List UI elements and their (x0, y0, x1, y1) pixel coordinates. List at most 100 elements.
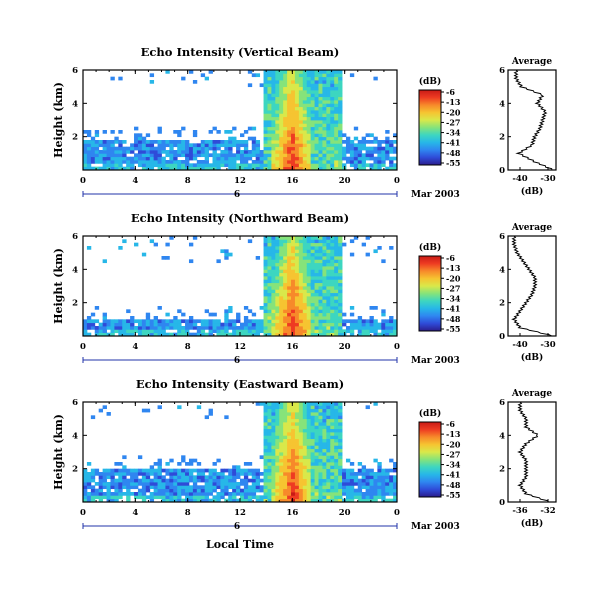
heatmap-cell (267, 485, 272, 490)
heatmap-cell (345, 143, 351, 148)
heatmap-cell (283, 126, 288, 131)
heatmap-cell (310, 106, 315, 111)
heatmap-cell (314, 332, 319, 337)
heatmap-cell (134, 326, 139, 330)
heatmap-cell (283, 485, 288, 490)
heatmap-cell (243, 326, 249, 330)
heatmap-cell (310, 498, 315, 503)
heatmap-cell (389, 163, 394, 168)
heatmap-cell (330, 106, 335, 111)
heatmap-cell (126, 150, 131, 154)
heatmap-cell (322, 468, 327, 473)
heatmap-cell (157, 475, 162, 480)
heatmap-cell (236, 475, 241, 480)
heatmap-cell (267, 262, 272, 267)
heatmap-cell (306, 485, 312, 490)
heatmap-cell (204, 482, 210, 486)
colorbar-tick-label: -20 (446, 439, 461, 449)
heatmap-cell (314, 452, 319, 456)
heatmap-cell (361, 485, 367, 490)
heatmap-cell (126, 498, 131, 503)
heatmap-cell (188, 153, 194, 158)
heatmap-cell (228, 475, 233, 480)
heatmap-cell (267, 422, 272, 426)
heatmap-cell (306, 146, 312, 151)
heatmap-cell (314, 113, 319, 118)
heatmap-cell (263, 279, 268, 284)
heatmap-cell (243, 163, 249, 168)
heatmap-cell (326, 239, 331, 244)
heatmap-cell (185, 319, 190, 324)
heatmap-cell (114, 160, 119, 164)
heatmap-cell (240, 140, 245, 144)
heatmap-cell (283, 492, 288, 496)
heatmap-cell (153, 140, 158, 144)
heatmap-cell (310, 96, 315, 101)
heatmap-cell (110, 498, 115, 503)
heatmap-cell (306, 432, 312, 436)
heatmap-cell (302, 418, 308, 423)
heatmap-cell (224, 143, 229, 148)
heatmap-cell (134, 482, 139, 486)
heatmap-cell (318, 332, 323, 337)
heatmap-cell (200, 492, 206, 496)
heatmap-cell (141, 478, 147, 483)
heatmap-cell (302, 246, 308, 250)
heatmap-cell (228, 332, 233, 337)
heatmap-cell (318, 475, 323, 480)
heatmap-cell (291, 272, 296, 277)
heatmap-cell (334, 110, 339, 114)
heatmap-cell (314, 412, 319, 416)
heatmap-cell (224, 130, 229, 134)
heatmap-cell (338, 126, 343, 131)
heatmap-cell (302, 259, 308, 264)
heatmap-cell (204, 478, 210, 483)
heatmap-cell (200, 326, 206, 330)
heatmap-cell (389, 322, 394, 327)
heatmap-cell (83, 326, 88, 330)
colorbar-tick-label: -41 (446, 304, 460, 314)
heatmap-cell (338, 428, 343, 433)
heatmap-cell (306, 156, 312, 161)
heatmap-cell (318, 292, 323, 297)
average-frame (507, 69, 557, 171)
heatmap-cell (169, 458, 174, 463)
heatmap-cell (263, 153, 268, 158)
heatmap-cell (200, 475, 206, 480)
heatmap-cell (275, 256, 280, 260)
heatmap-cell (338, 269, 343, 274)
heatmap-cell (314, 76, 319, 81)
heatmap-cell (267, 465, 272, 470)
heatmap-cell (318, 76, 323, 81)
heatmap-cell (188, 475, 194, 480)
heatmap-cell (141, 488, 147, 493)
heatmap-cell (263, 123, 268, 128)
heatmap-cell (338, 259, 343, 264)
heatmap-cell (314, 163, 319, 168)
heatmap-cell (330, 70, 335, 74)
heatmap-cell (86, 478, 92, 483)
panel-3: Echo Intensity (Eastward Beam)0 4 8 12 16 20 0… (52, 377, 557, 532)
heatmap-cell (259, 478, 264, 483)
heatmap-cell (330, 103, 335, 108)
heatmap-cell (342, 163, 347, 168)
heatmap-cell (122, 478, 127, 483)
heatmap-cell (200, 166, 206, 171)
heatmap-cell (294, 153, 300, 158)
heatmap-cell (196, 475, 202, 480)
heatmap-cell (369, 140, 374, 144)
heatmap-cell (279, 442, 284, 446)
heatmap-cell (334, 472, 339, 476)
heatmap-cell (342, 478, 347, 483)
heatmap-cell (365, 156, 370, 161)
heatmap-cell (291, 475, 296, 480)
y-tick-label: 4 (72, 99, 78, 109)
heatmap-cell (169, 495, 174, 500)
heatmap-cell (279, 86, 284, 91)
heatmap-cell (267, 296, 272, 300)
heatmap-cell (279, 276, 284, 280)
heatmap-cell (279, 296, 284, 300)
heatmap-cell (220, 143, 225, 148)
heatmap-cell (294, 73, 300, 78)
heatmap-cell (275, 492, 280, 496)
